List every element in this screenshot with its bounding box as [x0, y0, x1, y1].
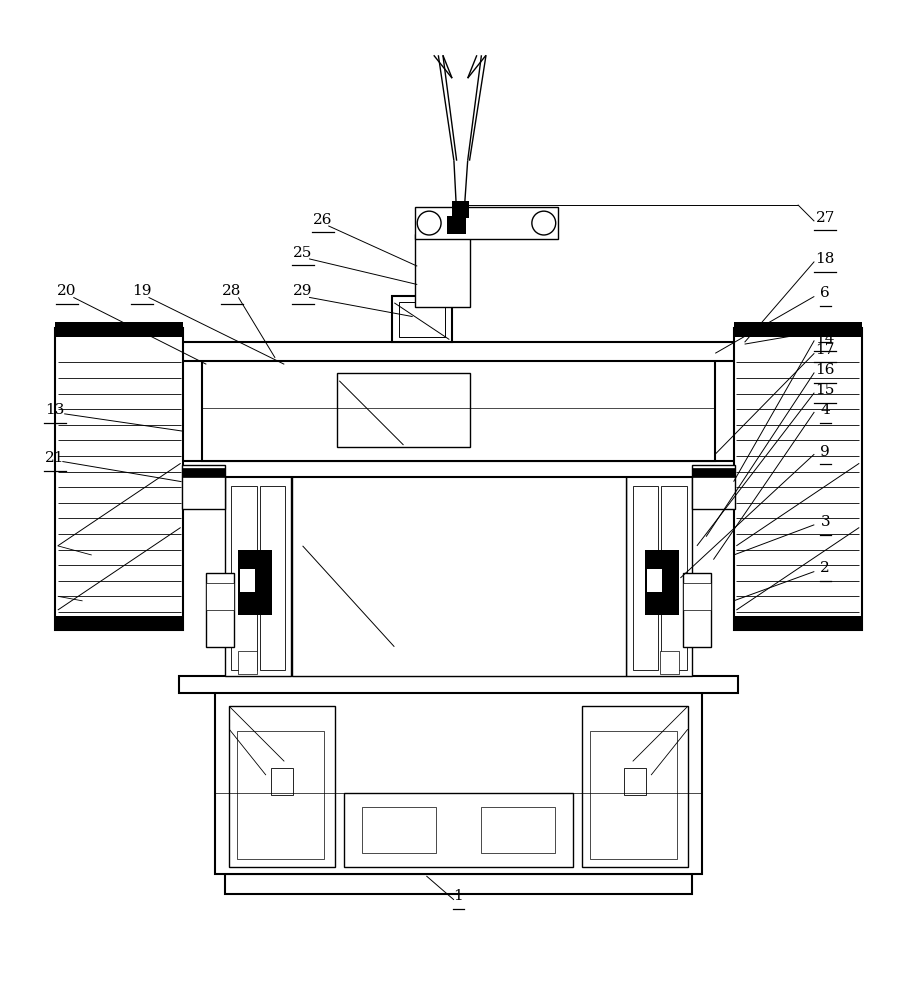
Bar: [238, 598, 272, 615]
Bar: [645, 550, 679, 601]
Bar: [271, 768, 293, 795]
Bar: [344, 793, 573, 867]
Text: 14: 14: [815, 332, 835, 346]
Text: 15: 15: [815, 383, 835, 397]
Bar: [734, 328, 862, 630]
Bar: [415, 207, 558, 239]
Bar: [415, 234, 470, 307]
Bar: [215, 691, 702, 874]
Text: 13: 13: [45, 403, 65, 417]
Text: 17: 17: [815, 343, 835, 357]
Bar: [240, 569, 255, 592]
Text: 20: 20: [57, 284, 77, 298]
Bar: [238, 651, 257, 674]
Bar: [179, 676, 738, 693]
Bar: [225, 874, 692, 894]
Bar: [692, 468, 735, 477]
Text: 26: 26: [313, 213, 333, 227]
Bar: [55, 322, 183, 337]
Bar: [229, 706, 335, 867]
Bar: [399, 302, 445, 337]
Text: 18: 18: [815, 252, 835, 266]
Bar: [481, 807, 555, 853]
Bar: [392, 296, 452, 342]
Circle shape: [532, 211, 556, 235]
Bar: [624, 768, 646, 795]
Bar: [447, 216, 466, 234]
Text: 6: 6: [821, 286, 830, 300]
Text: 2: 2: [821, 561, 830, 575]
Text: 4: 4: [821, 403, 830, 417]
Bar: [206, 573, 234, 647]
Text: 21: 21: [45, 451, 65, 465]
Bar: [337, 373, 470, 447]
Bar: [647, 569, 662, 592]
Bar: [182, 468, 225, 477]
Text: 9: 9: [821, 445, 830, 459]
Text: 16: 16: [815, 363, 835, 377]
Bar: [683, 573, 711, 647]
Bar: [683, 583, 711, 610]
Bar: [179, 461, 738, 477]
Bar: [590, 731, 677, 859]
Bar: [170, 342, 747, 361]
Bar: [238, 550, 272, 601]
Text: 27: 27: [815, 211, 835, 225]
Bar: [660, 651, 679, 674]
Circle shape: [417, 211, 441, 235]
Bar: [626, 465, 692, 676]
Bar: [734, 322, 862, 337]
Text: 5: 5: [821, 323, 830, 337]
Bar: [234, 865, 683, 874]
Bar: [182, 465, 225, 509]
Bar: [292, 474, 626, 676]
Bar: [582, 706, 688, 867]
Bar: [633, 486, 658, 670]
Bar: [202, 360, 715, 461]
Text: 19: 19: [132, 284, 152, 298]
Text: 3: 3: [821, 515, 830, 529]
Bar: [231, 486, 257, 670]
Text: 28: 28: [222, 284, 242, 298]
Text: 25: 25: [293, 246, 313, 260]
Bar: [206, 583, 234, 610]
Text: 1: 1: [454, 889, 463, 903]
Bar: [55, 616, 183, 630]
Bar: [55, 328, 183, 630]
Bar: [452, 201, 469, 218]
Bar: [362, 807, 436, 853]
Bar: [260, 486, 285, 670]
Text: 29: 29: [293, 284, 313, 298]
Bar: [645, 598, 679, 615]
Bar: [734, 616, 862, 630]
Bar: [692, 465, 735, 509]
Bar: [661, 486, 687, 670]
Bar: [237, 731, 324, 859]
Bar: [225, 465, 291, 676]
